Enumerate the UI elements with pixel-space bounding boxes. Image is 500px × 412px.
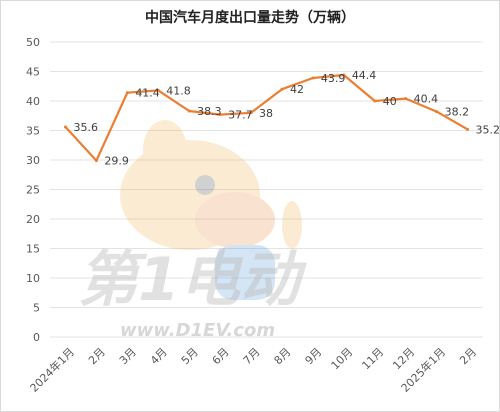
data-point <box>311 76 315 80</box>
data-label: 42 <box>290 83 304 96</box>
data-point <box>94 159 98 163</box>
data-label: 43.9 <box>321 72 346 85</box>
data-point <box>156 88 160 92</box>
y-axis-ticks: 0 5 10 15 20 25 30 35 40 45 50 <box>26 36 40 344</box>
x-tick-label: 2月 <box>457 345 479 367</box>
data-label: 40 <box>383 95 397 108</box>
mascot-body-shape <box>215 245 275 300</box>
x-tick-label: 9月 <box>303 345 325 367</box>
data-point <box>218 113 222 117</box>
data-point <box>280 87 284 91</box>
y-tick-label: 50 <box>26 36 40 49</box>
data-point <box>187 109 191 113</box>
y-tick-label: 20 <box>26 213 40 226</box>
mascot-nose-shape <box>195 192 275 248</box>
data-label: 38 <box>259 107 273 120</box>
mascot-head-shape <box>120 140 260 250</box>
x-tick-label: 10月 <box>329 345 356 372</box>
data-label: 29.9 <box>104 155 128 168</box>
x-tick-label: 3月 <box>117 345 139 367</box>
watermark-brand: 第1电动 <box>78 245 308 315</box>
y-tick-label: 30 <box>26 154 40 167</box>
y-tick-label: 10 <box>26 272 40 285</box>
x-tick-label: 5月 <box>179 345 201 367</box>
data-label: 44.4 <box>352 69 377 82</box>
series-line <box>64 73 469 162</box>
y-tick-label: 15 <box>26 243 40 256</box>
data-label: 40.4 <box>414 93 439 106</box>
data-point <box>63 125 67 129</box>
data-label: 38.3 <box>197 105 222 118</box>
data-label: 38.2 <box>445 106 470 119</box>
series-layer <box>63 73 470 163</box>
mascot-thumb-shape <box>282 201 302 249</box>
chart-title: 中国汽车月度出口量走势（万辆） <box>145 9 355 26</box>
data-point <box>373 99 377 103</box>
y-tick-label: 5 <box>33 302 40 315</box>
x-tick-label: 2024年1月 <box>27 345 77 395</box>
data-point <box>125 91 129 95</box>
data-point <box>435 110 439 114</box>
y-tick-label: 40 <box>26 95 40 108</box>
data-labels: 35.6 29.9 41.4 41.8 38.3 37.7 38 42 43.9 44.4 40 40… <box>73 69 500 168</box>
watermark-url: www.D1EV.com <box>120 320 275 341</box>
x-tick-label: 12月 <box>390 345 417 372</box>
data-point <box>404 97 408 101</box>
x-tick-label: 11月 <box>359 345 386 372</box>
x-tick-label: 2月 <box>86 345 108 367</box>
data-point <box>342 73 346 77</box>
x-tick-label: 8月 <box>272 345 294 367</box>
data-point <box>466 127 470 131</box>
y-tick-label: 45 <box>26 66 40 79</box>
x-tick-label: 6月 <box>210 345 232 367</box>
mascot-ear-shape <box>143 120 187 180</box>
x-tick-label: 7月 <box>241 345 263 367</box>
y-tick-label: 35 <box>26 125 40 138</box>
data-label: 35.2 <box>476 123 500 136</box>
data-label: 41.8 <box>166 84 191 97</box>
data-point <box>249 111 253 115</box>
data-label: 37.7 <box>228 109 253 122</box>
data-label: 41.4 <box>135 87 160 100</box>
y-tick-label: 25 <box>26 184 40 197</box>
x-tick-label: 4月 <box>148 345 170 367</box>
watermark: 第1电动 www.D1EV.com <box>78 120 308 341</box>
mascot-eye-shape <box>195 175 215 195</box>
y-tick-label: 0 <box>33 331 40 344</box>
data-label: 35.6 <box>73 121 98 134</box>
